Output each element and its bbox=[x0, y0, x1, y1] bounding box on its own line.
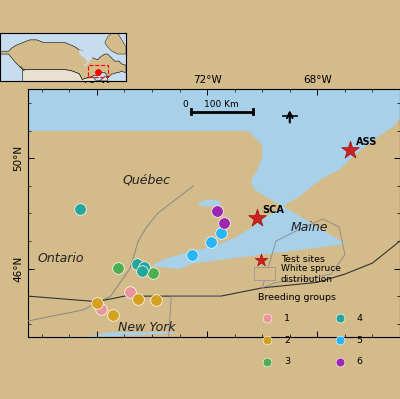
Bar bbox=[88, 65, 108, 77]
Text: 3: 3 bbox=[284, 358, 290, 366]
Point bbox=[139, 268, 146, 275]
Point bbox=[135, 296, 142, 302]
Point bbox=[127, 289, 133, 295]
Text: Québec: Québec bbox=[122, 174, 170, 187]
Text: SCA: SCA bbox=[262, 205, 284, 215]
Point bbox=[258, 257, 264, 263]
Text: 0: 0 bbox=[182, 101, 188, 109]
Point bbox=[134, 261, 140, 267]
Bar bbox=[254, 267, 275, 280]
Point bbox=[150, 269, 156, 276]
Polygon shape bbox=[199, 200, 221, 207]
Text: White spruce
distribution: White spruce distribution bbox=[281, 264, 341, 284]
Polygon shape bbox=[20, 67, 24, 71]
Text: 6: 6 bbox=[356, 358, 362, 366]
Polygon shape bbox=[105, 33, 126, 54]
Point bbox=[336, 359, 343, 365]
Point bbox=[153, 297, 159, 304]
Text: New York: New York bbox=[118, 321, 175, 334]
Text: 5: 5 bbox=[356, 336, 362, 345]
Text: Ontario: Ontario bbox=[38, 253, 84, 265]
Text: 100 Km: 100 Km bbox=[204, 101, 239, 109]
Point bbox=[114, 265, 121, 271]
Polygon shape bbox=[79, 50, 94, 65]
Point bbox=[208, 239, 214, 246]
Text: Breeding groups: Breeding groups bbox=[258, 293, 336, 302]
Text: 2: 2 bbox=[284, 336, 290, 345]
Text: Maine: Maine bbox=[290, 221, 328, 234]
Point bbox=[218, 230, 224, 237]
Point bbox=[254, 214, 260, 221]
Point bbox=[189, 252, 195, 258]
Point bbox=[220, 220, 227, 226]
Point bbox=[264, 337, 270, 343]
Point bbox=[264, 315, 270, 322]
Text: 1: 1 bbox=[284, 314, 290, 323]
Point bbox=[94, 69, 101, 76]
Text: ASS: ASS bbox=[356, 137, 377, 147]
Polygon shape bbox=[23, 69, 108, 102]
Point bbox=[214, 208, 220, 214]
Point bbox=[77, 206, 84, 213]
Text: Test sites: Test sites bbox=[281, 255, 325, 265]
Point bbox=[336, 315, 343, 322]
Point bbox=[347, 147, 354, 153]
Polygon shape bbox=[28, 89, 400, 269]
Polygon shape bbox=[0, 40, 126, 79]
Point bbox=[264, 359, 270, 365]
Polygon shape bbox=[28, 336, 83, 338]
Polygon shape bbox=[83, 332, 180, 338]
Point bbox=[110, 312, 117, 318]
Text: 4: 4 bbox=[356, 314, 362, 323]
Point bbox=[94, 300, 100, 306]
Point bbox=[336, 337, 343, 343]
Point bbox=[140, 264, 147, 271]
Point bbox=[98, 305, 104, 312]
